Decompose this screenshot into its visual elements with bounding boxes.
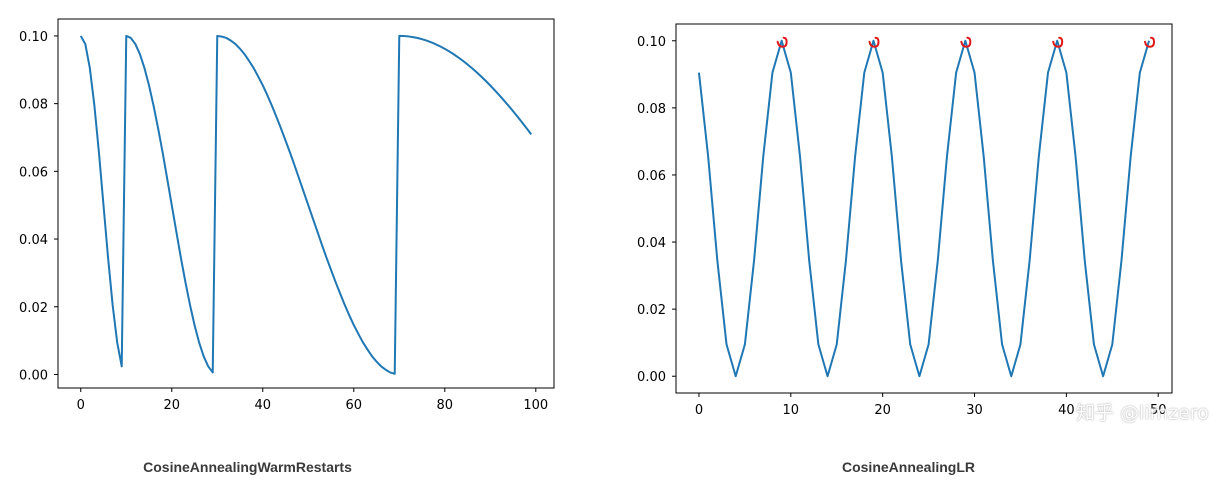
caption-left: CosineAnnealingWarmRestarts [143, 459, 352, 475]
x-tick-label: 30 [966, 403, 983, 418]
x-tick-label: 80 [437, 398, 454, 413]
y-tick-label: 0.04 [19, 233, 48, 248]
red-handwritten-marks [776, 36, 1156, 48]
red-mark [1052, 36, 1064, 48]
x-tick-label: 20 [874, 403, 891, 418]
y-tick-label: 0.02 [637, 303, 666, 318]
x-tick-label: 40 [1058, 403, 1075, 418]
lr-series-line [79, 34, 533, 375]
x-tick-label: 40 [254, 398, 271, 413]
y-tick-label: 0.02 [19, 301, 48, 316]
caption-right: CosineAnnealingLR [841, 459, 975, 475]
y-tick-label: 0.10 [19, 30, 48, 45]
lr-series-line [697, 39, 1151, 378]
y-tick-label: 0.04 [637, 236, 666, 251]
x-tick-label: 100 [523, 398, 548, 413]
red-mark [868, 36, 880, 48]
y-tick-label: 0.00 [19, 368, 48, 383]
y-tick-label: 0.08 [19, 98, 48, 113]
x-ticks: 0 20 40 60 80 100 [77, 388, 548, 413]
chart-cosine-annealing-warm-restarts: 0 20 40 60 80 100 0.00 0.02 0.04 0.06 0.08 0.10 [19, 18, 555, 413]
x-tick-label: 10 [783, 403, 800, 418]
y-tick-label: 0.10 [637, 35, 666, 50]
y-ticks: 0.00 0.02 0.04 0.06 0.08 0.10 [19, 30, 58, 383]
x-tick-label: 50 [1150, 403, 1167, 418]
y-tick-label: 0.06 [19, 165, 48, 180]
y-tick-label: 0.00 [637, 370, 666, 385]
watermark-text: 知乎 @limzero [1076, 402, 1209, 424]
x-tick-label: 60 [346, 398, 363, 413]
red-mark [960, 36, 972, 48]
x-tick-label: 0 [77, 398, 85, 413]
y-tick-label: 0.06 [637, 169, 666, 184]
y-tick-label: 0.08 [637, 102, 666, 117]
y-ticks: 0.00 0.02 0.04 0.06 0.08 0.10 [637, 35, 676, 385]
plot-frame [675, 23, 1173, 394]
x-tick-label: 0 [695, 403, 703, 418]
red-mark [1144, 36, 1156, 48]
red-mark [776, 36, 788, 48]
chart-cosine-annealing-lr: 0 10 20 30 40 50 0.00 0.02 0.04 0.06 0.08 0.10 [637, 23, 1173, 418]
x-ticks: 0 10 20 30 40 50 [695, 393, 1167, 418]
x-tick-label: 20 [163, 398, 180, 413]
plot-frame [57, 18, 555, 389]
